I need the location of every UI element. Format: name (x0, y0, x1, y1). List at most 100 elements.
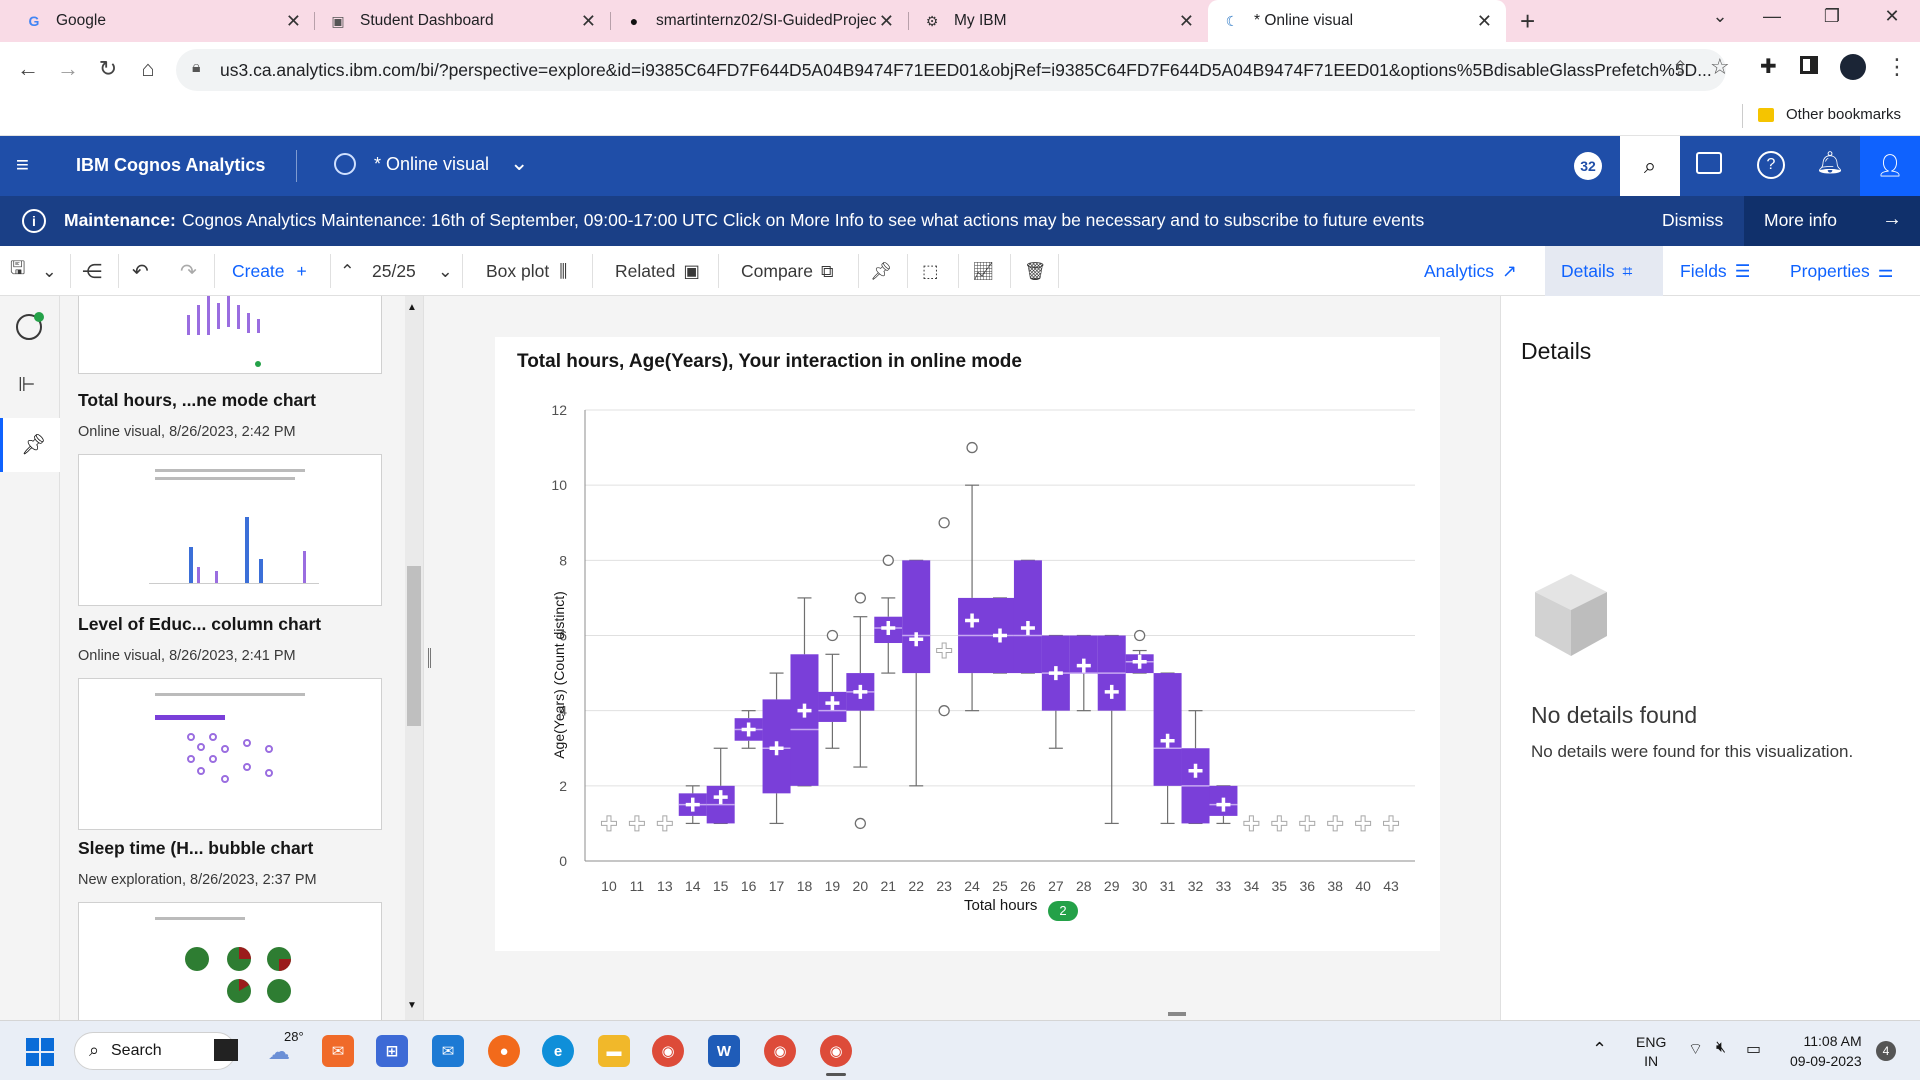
mail-icon[interactable]: ✉ (432, 1035, 464, 1067)
document-title[interactable]: * Online visual (374, 154, 490, 174)
list-scrollbar[interactable] (404, 296, 405, 1020)
notification-count-badge[interactable]: 32 (1574, 152, 1602, 180)
scroll-up-icon[interactable]: ▲ (407, 302, 417, 313)
pinned-items-tab[interactable]: 📌︎ (0, 418, 60, 472)
list-scrollbar-track[interactable]: ▲ ▼ (405, 296, 423, 1020)
url-field[interactable]: 🔒︎ us3.ca.analytics.ibm.com/bi/?perspect… (176, 49, 1726, 91)
weather-icon[interactable]: ☁ (268, 1039, 290, 1064)
chevron-up-icon[interactable]: ⌃ (1592, 1039, 1608, 1059)
browser-tab-student-dashboard[interactable]: ▣ Student Dashboard ✕ (314, 0, 610, 42)
trash-icon[interactable]: 🗑︎ (1024, 260, 1047, 281)
properties-tab[interactable]: Properties ⚌ (1790, 246, 1893, 296)
details-label: Details (1561, 260, 1615, 281)
help-icon[interactable]: ? (1757, 151, 1785, 179)
home-icon[interactable]: ⌂ (141, 56, 155, 81)
task-view-icon[interactable] (214, 1039, 238, 1061)
close-tab-icon[interactable]: ✕ (580, 11, 596, 31)
close-window-icon[interactable]: ✕ (1884, 6, 1900, 26)
language-indicator[interactable]: ENG IN (1636, 1033, 1666, 1071)
reload-icon[interactable]: ↻ (98, 56, 118, 81)
close-tab-icon[interactable]: ✕ (1178, 11, 1194, 31)
close-tab-icon[interactable]: ✕ (285, 11, 301, 31)
select-area-icon[interactable]: ⬚ (922, 260, 939, 281)
browser-tab-my-ibm[interactable]: ⚙ My IBM ✕ (908, 0, 1208, 42)
title-dropdown-icon[interactable]: ⌄ (510, 150, 529, 175)
close-tab-icon[interactable]: ✕ (1476, 11, 1492, 31)
item-title[interactable]: Total hours, ...ne mode chart (78, 390, 316, 410)
chrome-icon[interactable]: ◉ (820, 1035, 852, 1067)
thumbnail-card[interactable] (78, 296, 382, 374)
battery-icon[interactable]: ▭ (1746, 1041, 1762, 1058)
maintenance-banner: i Maintenance: Cognos Analytics Maintena… (0, 196, 1920, 246)
details-tab[interactable]: Details ⌗ (1545, 246, 1663, 296)
x-axis-badge[interactable]: 2 (1048, 901, 1078, 921)
minimize-icon[interactable]: — (1763, 6, 1781, 26)
save-dropdown-icon[interactable]: ⌄ (42, 260, 57, 281)
scroll-down-icon[interactable]: ▼ (407, 1000, 417, 1011)
profile-avatar[interactable] (1840, 54, 1866, 80)
search-icon[interactable]: ⌕ (1620, 136, 1680, 196)
bell-icon[interactable]: 🔔︎ (1816, 150, 1844, 175)
speaker-icon[interactable]: 🔇︎ (1716, 1039, 1727, 1056)
sidepanel-icon[interactable] (1800, 56, 1818, 74)
edge-icon[interactable]: e (542, 1035, 574, 1067)
chrome-icon[interactable]: ◉ (652, 1035, 684, 1067)
browser-tab-google[interactable]: G Google ✕ (10, 0, 315, 42)
chat-icon[interactable] (1696, 152, 1722, 174)
user-icon[interactable]: 👤︎ (1860, 136, 1920, 196)
taskbar-search[interactable]: ⌕ Search (74, 1032, 236, 1070)
fields-tab[interactable]: Fields ☰ (1680, 246, 1750, 296)
canvas-resize-handle[interactable] (1168, 1012, 1186, 1016)
notification-badge[interactable]: 4 (1876, 1041, 1896, 1061)
hierarchy-icon[interactable]: ⊩ (18, 374, 36, 396)
undo-icon[interactable]: ↶ (132, 260, 149, 283)
save-icon[interactable]: 🖫︎ (10, 258, 26, 278)
close-tab-icon[interactable]: ✕ (878, 11, 894, 31)
firefox-icon[interactable]: ● (488, 1035, 520, 1067)
chevron-down-icon[interactable]: ⌄ (438, 260, 453, 281)
extensions-icon[interactable]: ✚ (1760, 56, 1777, 78)
new-tab-icon[interactable]: + (1520, 6, 1536, 36)
chart-type-button[interactable]: Box plot ⫼ (486, 246, 567, 296)
dismiss-button[interactable]: Dismiss (1662, 210, 1724, 230)
other-bookmarks[interactable]: Other bookmarks (1786, 106, 1902, 123)
redo-icon[interactable]: ↷ (180, 260, 197, 283)
compare-button[interactable]: Compare ⧉ (741, 246, 833, 296)
create-button[interactable]: Create + (232, 246, 307, 296)
file-explorer-icon[interactable]: ▬ (598, 1035, 630, 1067)
wifi-icon[interactable]: ⌔ (1688, 1041, 1704, 1058)
browser-tab-github[interactable]: ● smartinternz02/SI-GuidedProject ✕ (610, 0, 908, 42)
thumbnail-card[interactable] (78, 678, 382, 830)
forward-icon[interactable]: → (57, 56, 79, 81)
bookmark-star-icon[interactable]: ☆ (1710, 54, 1730, 79)
share-icon[interactable]: ⇪ (1672, 58, 1689, 80)
related-button[interactable]: Related ▣ (615, 246, 700, 296)
more-info-button[interactable]: More info → (1744, 196, 1920, 246)
analytics-tab[interactable]: Analytics ↗ (1424, 246, 1517, 296)
x-tick-label: 27 (1048, 878, 1064, 894)
tab-search-icon[interactable]: ⌄ (1712, 6, 1728, 26)
store-icon[interactable]: ⊞ (376, 1035, 408, 1067)
item-title[interactable]: Sleep time (H... bubble chart (78, 838, 314, 858)
thumbnail-card[interactable] (78, 454, 382, 606)
trend-icon[interactable]: 📈︎ (972, 260, 995, 281)
panel-resize-handle[interactable] (423, 296, 435, 1020)
clock[interactable]: 11:08 AM 09-09-2023 (1790, 1031, 1862, 1071)
app-icon[interactable]: ✉ (322, 1035, 354, 1067)
thumbnail-card[interactable] (78, 902, 382, 1020)
scrollbar-thumb[interactable] (407, 566, 421, 726)
start-icon[interactable] (26, 1038, 54, 1066)
chrome-menu-icon[interactable]: ⋮ (1886, 54, 1908, 79)
hamburger-menu-icon[interactable]: ≡ (16, 152, 29, 177)
item-title[interactable]: Level of Educ... column chart (78, 614, 322, 634)
chrome-icon[interactable]: ◉ (764, 1035, 796, 1067)
browser-tab-online-visual[interactable]: ☾ * Online visual ✕ (1208, 0, 1506, 42)
share-icon[interactable]: ⋲ (82, 260, 102, 283)
assistant-icon[interactable] (16, 314, 42, 340)
word-icon[interactable]: W (708, 1035, 740, 1067)
restore-icon[interactable]: ❐ (1823, 6, 1841, 26)
back-icon[interactable]: ← (17, 56, 39, 81)
chevron-up-icon[interactable]: ⌃ (340, 260, 355, 281)
pin-icon[interactable]: 📌︎ (870, 260, 893, 281)
